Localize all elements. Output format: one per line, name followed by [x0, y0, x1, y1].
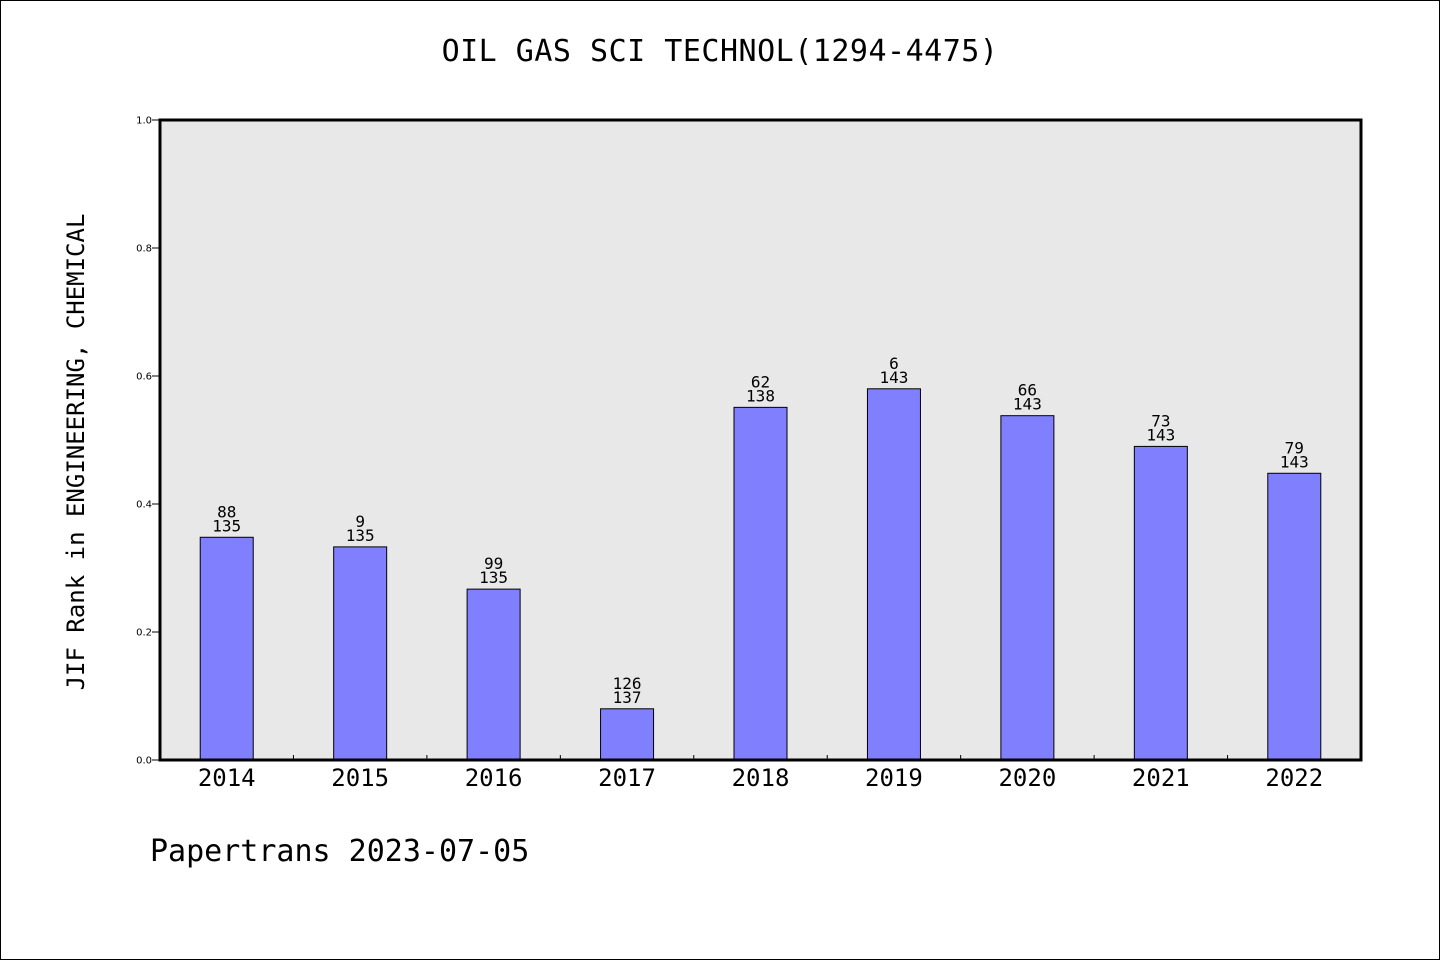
x-categories: 2014 2015 2016 2017 2018 2019 2020 2021 2022 [198, 764, 1323, 792]
x-category-label: 2018 [732, 764, 790, 792]
bar-total-label: 135 [346, 526, 375, 545]
bar [1267, 472, 1322, 761]
chart-title: OIL GAS SCI TECHNOL(1294-4475) [441, 34, 999, 69]
bar-total-label: 143 [1280, 452, 1309, 471]
plot-border [158, 118, 1363, 762]
bar [199, 536, 254, 761]
x-category-label: 2014 [198, 764, 256, 792]
y-tick-label: 1.0 [136, 116, 152, 127]
bar-total-label: 135 [479, 568, 508, 587]
bar-rank-label: 88 [217, 502, 236, 521]
bar [733, 406, 788, 761]
bar-total-label: 138 [746, 386, 775, 405]
x-category-label: 2019 [865, 764, 923, 792]
bar-rank-label: 73 [1151, 411, 1170, 430]
bar-rank-label: 99 [484, 554, 503, 573]
y-tick-label: 0.8 [136, 244, 152, 255]
bar [600, 708, 655, 761]
bar [1000, 415, 1055, 761]
x-category-label: 2021 [1132, 764, 1190, 792]
bar-rank-label: 79 [1285, 438, 1304, 457]
bar-rank-label: 9 [355, 512, 365, 531]
x-category-label: 2020 [998, 764, 1056, 792]
bar [466, 588, 521, 761]
y-ticks: 0.0 0.2 0.4 0.6 0.8 1.0 [136, 116, 1229, 767]
bar [1133, 445, 1188, 761]
bar-total-label: 143 [879, 368, 908, 387]
y-tick-label: 0.0 [136, 756, 152, 767]
bar [333, 546, 388, 761]
y-tick-label: 0.4 [136, 500, 152, 511]
bar-total-label: 143 [1146, 425, 1175, 444]
bar [866, 388, 921, 761]
bar-total-label: 143 [1013, 395, 1042, 414]
y-tick-label: 0.6 [136, 372, 152, 383]
x-category-label: 2016 [465, 764, 523, 792]
y-tick-label: 0.2 [136, 628, 152, 639]
bar-rank-label: 62 [751, 372, 770, 391]
bars [199, 388, 1322, 761]
bar-rank-label: 66 [1018, 381, 1037, 400]
bar-rank-label: 126 [613, 674, 642, 693]
bar-total-label: 135 [212, 516, 241, 535]
bar-total-label: 137 [613, 688, 642, 707]
footer-watermark: Papertrans 2023-07-05 [150, 834, 530, 869]
x-category-label: 2017 [598, 764, 656, 792]
bar-rank-label: 6 [889, 354, 899, 373]
x-category-label: 2022 [1265, 764, 1323, 792]
x-category-label: 2015 [331, 764, 389, 792]
